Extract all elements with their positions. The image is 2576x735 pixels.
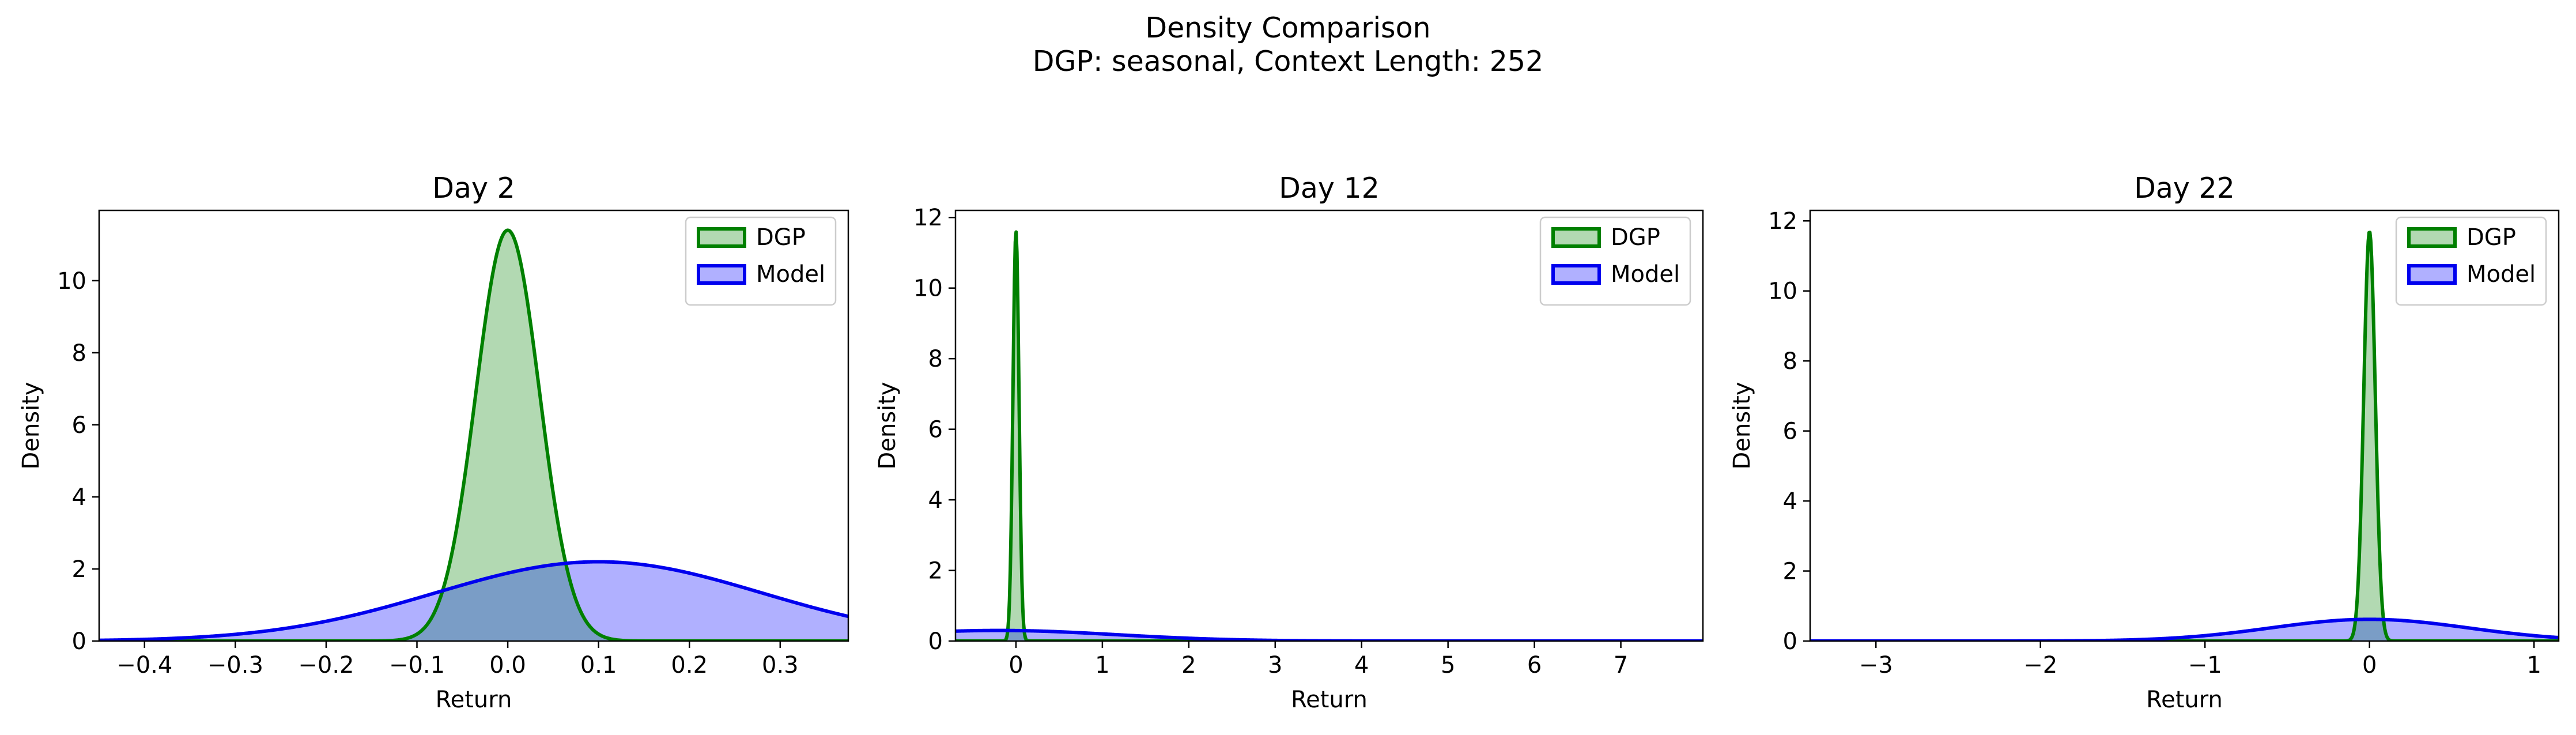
subplot-1: −0.4 −0.3 −0.2 −0.1 0.0 0.1 0.2 0.3 0 2 4 6 8 10 Day 2… bbox=[18, 172, 849, 713]
y-tick-label: 2 bbox=[72, 556, 86, 583]
legend-swatch-model bbox=[1551, 264, 1601, 285]
legend-label-model: Model bbox=[2467, 261, 2536, 288]
model-density-fill bbox=[955, 630, 1703, 641]
axes-frame bbox=[1809, 209, 2560, 642]
axes-frame bbox=[954, 209, 1704, 642]
x-axis-label: Return bbox=[2146, 687, 2223, 713]
y-axis-label: Density bbox=[874, 382, 901, 469]
x-tick-label: 5 bbox=[1441, 652, 1455, 679]
legend-swatch-dgp bbox=[1551, 227, 1601, 248]
subplot-title: Day 12 bbox=[1279, 172, 1380, 205]
model-density-line bbox=[99, 560, 848, 641]
legend: DGP Model bbox=[1539, 216, 1691, 306]
x-tick-label: −3 bbox=[1859, 652, 1893, 679]
y-tick-label: 0 bbox=[72, 628, 86, 655]
x-tick-label: 7 bbox=[1614, 652, 1628, 679]
y-axis-label: Density bbox=[18, 382, 44, 469]
y-tick-label: 12 bbox=[1768, 208, 1797, 235]
y-tick-label: 4 bbox=[928, 487, 943, 514]
y-tick-label: 8 bbox=[1783, 348, 1797, 375]
x-axis-label: Return bbox=[436, 687, 512, 713]
y-tick-label: 12 bbox=[913, 205, 943, 231]
x-tick-label: 1 bbox=[2526, 652, 2541, 679]
y-tick-label: 10 bbox=[913, 276, 943, 302]
overlap-density-fill bbox=[99, 563, 848, 641]
x-tick-label: 3 bbox=[1268, 652, 1282, 679]
y-tick-label: 10 bbox=[1768, 278, 1797, 305]
y-tick-label: 0 bbox=[1783, 628, 1797, 655]
x-tick-label: −0.4 bbox=[116, 652, 172, 679]
dgp-density-fill bbox=[1810, 232, 2559, 641]
y-tick-label: 8 bbox=[72, 340, 86, 367]
subplot-title: Day 2 bbox=[432, 172, 515, 205]
x-tick-label: 1 bbox=[1095, 652, 1109, 679]
legend-label-dgp: DGP bbox=[2467, 224, 2516, 251]
x-tick-label: 4 bbox=[1354, 652, 1369, 679]
subplot-title: Day 22 bbox=[2134, 172, 2235, 205]
x-tick-label: 0.3 bbox=[762, 652, 799, 679]
overlap-density-fill bbox=[1810, 619, 2559, 641]
x-axis-label: Return bbox=[1291, 687, 1368, 713]
legend-swatch-dgp bbox=[2407, 227, 2457, 248]
x-tick-label: −0.2 bbox=[298, 652, 354, 679]
y-tick-label: 0 bbox=[928, 628, 943, 655]
y-axis-label: Density bbox=[1729, 382, 1755, 469]
x-tick-label: 0.2 bbox=[671, 652, 708, 679]
legend-label-model: Model bbox=[756, 261, 825, 288]
figure-title: Density Comparison bbox=[1145, 12, 1430, 44]
figure-subtitle: DGP: seasonal, Context Length: 252 bbox=[1033, 45, 1544, 78]
plot-area bbox=[99, 228, 848, 641]
y-tick-label: 6 bbox=[72, 412, 86, 439]
x-tick-label: −2 bbox=[2023, 652, 2057, 679]
legend: DGP Model bbox=[2395, 216, 2547, 306]
y-tick-label: 8 bbox=[928, 346, 943, 372]
y-tick-label: 6 bbox=[1783, 419, 1797, 445]
y-tick-label: 6 bbox=[928, 417, 943, 443]
legend-label-model: Model bbox=[1611, 261, 1680, 288]
x-tick-label: −0.1 bbox=[389, 652, 445, 679]
x-tick-label: 0 bbox=[2362, 652, 2377, 679]
plot-area bbox=[1810, 231, 2559, 641]
legend: DGP Model bbox=[685, 216, 837, 306]
y-tick-label: 10 bbox=[57, 268, 86, 295]
y-tick-label: 4 bbox=[1783, 488, 1797, 515]
x-tick-label: −0.3 bbox=[207, 652, 263, 679]
y-tick-label: 2 bbox=[928, 558, 943, 585]
legend-label-dgp: DGP bbox=[756, 224, 806, 251]
x-tick-label: 6 bbox=[1527, 652, 1542, 679]
dgp-density-line bbox=[99, 228, 848, 641]
x-tick-label: 0.0 bbox=[489, 652, 526, 679]
legend-swatch-model bbox=[697, 264, 746, 285]
dgp-density-fill bbox=[99, 230, 848, 641]
axes-frame bbox=[98, 209, 849, 642]
legend-swatch-dgp bbox=[697, 227, 746, 248]
x-tick-label: 0 bbox=[1009, 652, 1023, 679]
legend-label-dgp: DGP bbox=[1611, 224, 1660, 251]
legend-swatch-model bbox=[2407, 264, 2457, 285]
x-tick-label: −1 bbox=[2188, 652, 2222, 679]
model-density-line bbox=[1810, 617, 2559, 641]
x-tick-label: 0.1 bbox=[580, 652, 617, 679]
y-tick-label: 4 bbox=[72, 484, 86, 511]
x-tick-label: 2 bbox=[1181, 652, 1196, 679]
y-tick-label: 2 bbox=[1783, 559, 1797, 585]
